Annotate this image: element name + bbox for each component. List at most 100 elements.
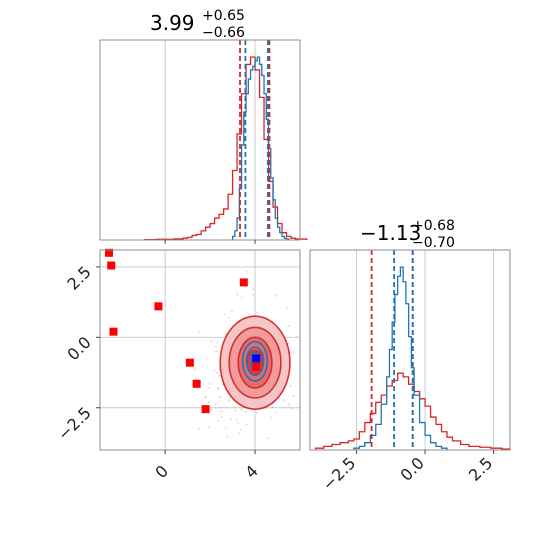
sample-point	[248, 313, 251, 316]
red-marker	[252, 362, 261, 371]
sample-point	[278, 397, 281, 400]
axes-frame	[99, 249, 301, 451]
red-marker	[201, 405, 210, 414]
sample-point	[292, 350, 295, 353]
sample-point	[219, 396, 222, 399]
scatter-panel-joint: 0 4 2.5 0.0 −2.5	[54, 248, 301, 482]
sample-point	[271, 406, 274, 409]
histogram-step-red	[314, 372, 511, 450]
sample-point	[266, 437, 269, 440]
sample-point	[239, 428, 242, 431]
sample-point	[275, 410, 278, 413]
red-marker	[239, 278, 248, 287]
sample-point	[236, 293, 239, 296]
sample-point	[237, 432, 240, 435]
panel-title: −1.13	[360, 221, 421, 245]
sample-point	[287, 402, 290, 405]
sample-point	[219, 406, 222, 409]
histogram-panel-parameter-2: −1.13+0.68−0.70 −2.5 0.0 2.5	[309, 218, 511, 494]
sample-point	[290, 351, 293, 354]
sample-point	[252, 293, 255, 296]
sample-point	[245, 270, 248, 273]
sample-point	[207, 401, 210, 404]
histogram-step-blue	[353, 266, 448, 450]
sample-point	[223, 313, 226, 315]
sample-point	[220, 410, 223, 413]
sample-point	[288, 404, 291, 407]
x-tick-label: 2.5	[465, 453, 496, 484]
sample-point	[252, 288, 255, 291]
sample-point	[225, 426, 227, 429]
sample-point	[216, 388, 219, 390]
sample-point	[228, 397, 231, 399]
sample-point	[228, 316, 231, 319]
sample-point	[215, 345, 218, 348]
sample-point	[245, 410, 248, 413]
sample-point	[231, 310, 233, 313]
y-tick-label: 2.5	[63, 262, 94, 293]
sample-point	[225, 332, 228, 335]
sample-point	[213, 350, 216, 353]
sample-point	[216, 350, 218, 352]
sample-point	[292, 394, 295, 397]
x-tick-label: −2.5	[318, 453, 359, 494]
sample-point	[194, 368, 197, 371]
sample-point	[228, 399, 230, 402]
sample-point	[236, 418, 238, 421]
y-tick-label: 0.0	[63, 333, 94, 364]
x-tick-label: 0	[151, 461, 172, 482]
sample-point	[288, 325, 291, 328]
sample-point	[210, 340, 213, 343]
sample-point	[216, 419, 219, 422]
sample-point	[213, 369, 216, 372]
red-marker	[109, 327, 118, 336]
sample-point	[209, 382, 212, 385]
sample-point	[198, 427, 201, 430]
x-tick-label: 4	[241, 461, 262, 482]
sample-point	[221, 416, 223, 419]
sample-point	[275, 295, 278, 297]
sample-point	[290, 407, 293, 410]
title-minus: −0.66	[202, 25, 245, 41]
histogram-step-blue	[231, 56, 290, 240]
title-plus: +0.68	[412, 218, 455, 234]
sample-point	[256, 311, 258, 314]
sample-point	[208, 386, 210, 389]
sample-point	[295, 335, 298, 338]
sample-point	[204, 395, 207, 398]
sample-point	[256, 411, 258, 414]
red-marker	[104, 248, 113, 257]
sample-point	[226, 436, 228, 438]
sample-point	[245, 423, 248, 426]
sample-point	[289, 385, 292, 387]
panel-title: 3.99	[150, 11, 195, 35]
sample-point	[282, 399, 285, 402]
blue-marker	[252, 354, 261, 363]
sample-point	[210, 408, 213, 411]
axes-frame	[309, 249, 511, 451]
blue-contour-level	[245, 346, 265, 377]
sample-point	[215, 371, 218, 374]
sample-point	[218, 374, 221, 377]
sample-point	[233, 405, 236, 408]
x-tick-label: 0.0	[396, 453, 427, 484]
sample-point	[270, 417, 273, 419]
sample-point	[234, 409, 237, 412]
sample-point	[230, 418, 233, 421]
sample-point	[240, 296, 243, 299]
sample-point	[208, 426, 210, 429]
sample-point	[240, 408, 243, 411]
title-plus: +0.65	[202, 8, 245, 24]
sample-point	[205, 357, 207, 360]
histogram-step-red	[144, 56, 308, 241]
blue-contour-level	[241, 340, 269, 382]
sample-point	[216, 341, 219, 344]
red-marker	[154, 302, 163, 311]
sample-point	[214, 403, 217, 406]
red-marker	[192, 379, 201, 388]
axes-frame	[99, 39, 301, 241]
y-tick-label: −2.5	[54, 403, 95, 444]
histogram-panel-parameter-1: 3.99 +0.65−0.66	[99, 8, 308, 244]
sample-point	[237, 422, 239, 424]
